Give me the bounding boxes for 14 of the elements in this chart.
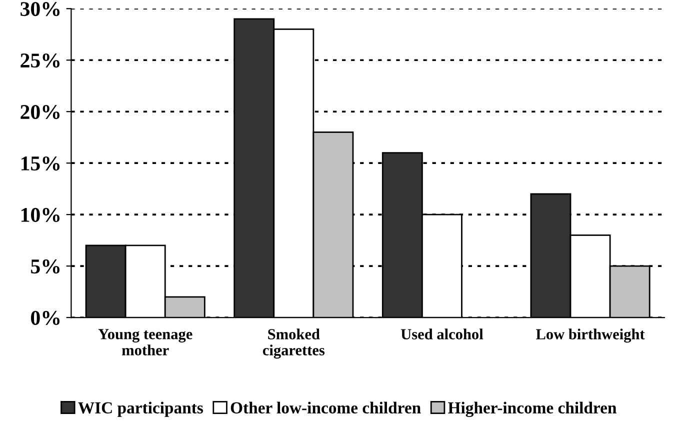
y-tick-label: 5%	[31, 259, 60, 274]
y-tick-label: 20%	[20, 104, 60, 120]
y-tick-label: 0%	[31, 310, 60, 326]
y-tick-label: 15%	[21, 156, 60, 171]
y-tick-label: 25%	[20, 53, 60, 68]
x-tick-label: Smoked cigarettes	[262, 328, 325, 359]
legend-label: WIC participants	[78, 402, 203, 417]
y-tick-label: 10%	[21, 208, 60, 222]
legend-label: Other low-income children	[230, 402, 421, 414]
x-tick-label: Used alcohol	[400, 328, 484, 340]
y-tick-label: 30%	[20, 2, 60, 16]
x-tick-label: Low birthweight	[536, 328, 645, 343]
x-tick-label: Young teenage mother	[98, 329, 192, 356]
legend-label: Higher-income children	[448, 402, 616, 417]
